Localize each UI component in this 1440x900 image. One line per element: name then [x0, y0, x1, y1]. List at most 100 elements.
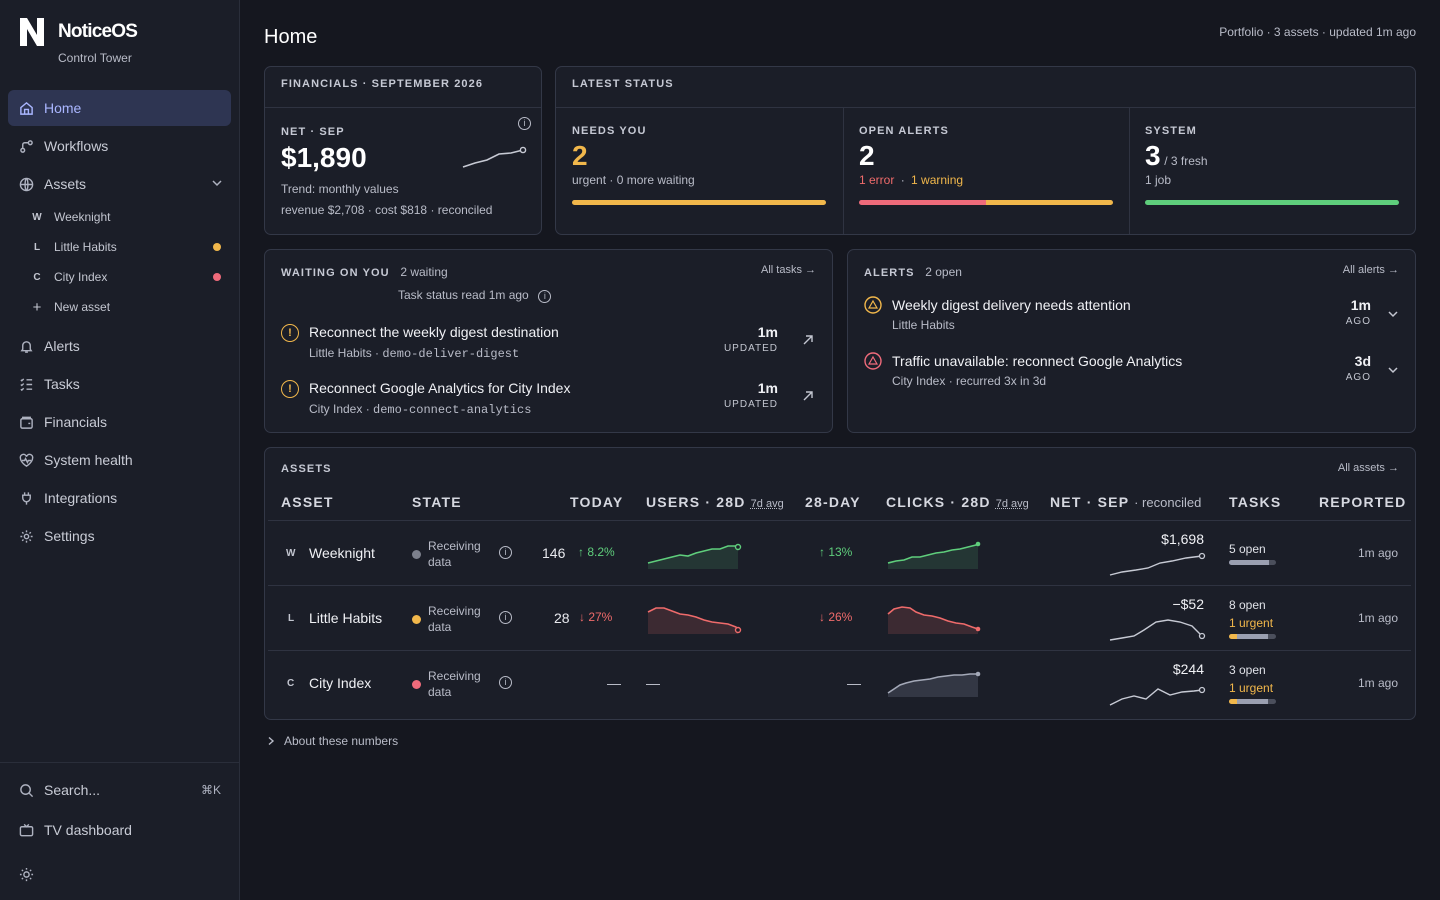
tasks-urgent[interactable]: 1 urgent [1229, 681, 1274, 695]
system-bar [1145, 200, 1399, 205]
latest-status-card: LATEST STATUS NEEDS YOU 2 urgent · 0 mor… [555, 66, 1416, 235]
sidebar-item-tasks[interactable]: Tasks [8, 366, 231, 402]
chevron-down-icon[interactable] [211, 176, 223, 192]
sidebar-item-alerts[interactable]: Alerts [8, 328, 231, 364]
alert-item[interactable]: Weekly digest delivery needs attention L… [864, 296, 1401, 340]
tasks-open[interactable]: 5 open [1229, 542, 1266, 556]
asset-letter: L [288, 613, 295, 624]
sidebar-item-integrations[interactable]: Integrations [8, 480, 231, 516]
col-28-day[interactable]: 28-DAY [805, 494, 861, 510]
tv-dashboard-button[interactable]: TV dashboard [8, 812, 231, 848]
alert-title: Weekly digest delivery needs attention [892, 297, 1131, 313]
search-button[interactable]: Search... ⌘K [8, 772, 231, 808]
tv-dashboard-label: TV dashboard [44, 822, 132, 838]
alerts-count: 2 open [925, 265, 962, 279]
state-dot [412, 550, 421, 559]
today-value: 28 [554, 610, 570, 626]
sidebar-item-financials[interactable]: Financials [8, 404, 231, 440]
financial-breakdown: revenue $2,708 · cost $818 · reconciled [281, 203, 493, 217]
system-tile[interactable]: SYSTEM 3 / 3 fresh 1 job [1145, 125, 1399, 205]
col-users[interactable]: USERS · 28D 7d avg [646, 494, 784, 510]
sidebar-divider [0, 762, 239, 763]
warning-icon: ! [281, 324, 299, 342]
all-tasks-link[interactable]: All tasks → [760, 264, 816, 276]
info-icon[interactable]: i [499, 676, 512, 689]
system-value: 3 [1145, 140, 1161, 171]
info-icon[interactable]: i [538, 290, 552, 303]
sidebar-item-settings[interactable]: Settings [8, 518, 231, 554]
col-net[interactable]: NET · SEP · reconciled [1050, 494, 1201, 510]
error-triangle-icon [864, 352, 882, 370]
task-item[interactable]: ! Reconnect Google Analytics for City In… [281, 378, 818, 422]
external-link-icon[interactable] [802, 334, 814, 346]
home-icon [18, 100, 34, 116]
assets-card: ASSETS All assets → [264, 447, 1416, 720]
info-icon[interactable]: i [499, 611, 512, 624]
col-clicks[interactable]: CLICKS · 28D 7d avg [886, 494, 1029, 510]
tasks-open[interactable]: 8 open [1229, 598, 1266, 612]
users-avg-toggle[interactable]: 7d avg [750, 498, 784, 510]
clicks-sparkline [887, 671, 981, 697]
all-alerts-link[interactable]: All alerts → [1342, 264, 1399, 276]
brand[interactable]: NoticeOS Control Tower [18, 16, 138, 65]
open-alerts-tile[interactable]: OPEN ALERTS 2 1 error · 1 warning [859, 125, 1113, 205]
net-value: $1,890 [281, 142, 367, 173]
asset-name[interactable]: Weeknight [309, 545, 375, 561]
sidebar-item-home[interactable]: Home [8, 90, 231, 126]
sidebar-asset-little-habits[interactable]: L Little Habits [26, 233, 231, 261]
sidebar-item-workflows[interactable]: Workflows [8, 128, 231, 164]
col-today[interactable]: TODAY [570, 494, 624, 510]
task-time-label: UPDATED [723, 399, 778, 410]
clicks-avg-toggle[interactable]: 7d avg [995, 498, 1029, 510]
chevron-down-icon[interactable] [1387, 364, 1399, 376]
about-numbers-toggle[interactable]: About these numbers [266, 734, 398, 748]
col-reported[interactable]: REPORTED [1319, 494, 1407, 510]
asset-name[interactable]: Little Habits [309, 610, 383, 626]
tasks-open[interactable]: 3 open [1229, 663, 1266, 677]
state-dot [412, 680, 421, 689]
net-sparkline [1109, 686, 1206, 706]
clicks-sparkline [887, 541, 981, 569]
info-icon[interactable]: i [499, 546, 512, 559]
error-count: 1 error [859, 173, 895, 187]
alerts-heading: ALERTS [864, 267, 915, 279]
sidebar-item-assets[interactable]: Assets [8, 166, 231, 202]
task-title: Reconnect Google Analytics for City Inde… [309, 380, 571, 396]
financials-card[interactable]: FINANCIALS · SEPTEMBER 2026 NET · SEP $1… [264, 66, 542, 235]
day28-delta: ↓ 26% [819, 610, 853, 624]
alert-time: 3d [1354, 353, 1371, 369]
sun-icon [18, 866, 34, 882]
sidebar-item-system-health[interactable]: System health [8, 442, 231, 478]
info-icon[interactable]: i [518, 117, 531, 130]
warning-triangle-icon [864, 296, 882, 314]
table-row[interactable]: C City Index Receiving data i — — — $244… [268, 650, 1411, 715]
system-detail: 1 job [1145, 173, 1172, 187]
col-state[interactable]: STATE [412, 494, 462, 510]
asset-letter: C [33, 271, 41, 283]
needs-you-tile[interactable]: NEEDS YOU 2 urgent · 0 more waiting [572, 125, 826, 205]
col-tasks[interactable]: TASKS [1229, 494, 1282, 510]
state-label: Receiving data [428, 604, 481, 634]
table-row[interactable]: W Weeknight Receiving data i 146 ↑ 8.2% … [268, 520, 1411, 585]
waiting-card: WAITING ON YOU 2 waiting All tasks → Tas… [264, 249, 833, 433]
col-asset[interactable]: ASSET [281, 494, 334, 510]
chevron-down-icon[interactable] [1387, 308, 1399, 320]
tasks-urgent[interactable]: 1 urgent [1229, 616, 1274, 630]
open-alerts-bar [859, 200, 1113, 205]
tasks-icon [18, 376, 34, 392]
task-item[interactable]: ! Reconnect the weekly digest destinatio… [281, 322, 818, 366]
all-assets-link[interactable]: All assets → [1337, 462, 1399, 474]
assets-heading: ASSETS [281, 463, 332, 475]
external-link-icon[interactable] [802, 390, 814, 402]
trend-note: Trend: monthly values [281, 182, 399, 196]
new-asset-button[interactable]: + New asset [26, 293, 231, 321]
users-value: — [646, 675, 660, 691]
alert-item[interactable]: Traffic unavailable: reconnect Google An… [864, 352, 1401, 396]
sidebar-asset-city-index[interactable]: C City Index [26, 263, 231, 291]
sidebar-asset-weeknight[interactable]: W Weeknight [26, 203, 231, 231]
asset-name[interactable]: City Index [309, 675, 372, 691]
table-row[interactable]: L Little Habits Receiving data i 28 ↓ 27… [268, 585, 1411, 650]
users-sparkline [647, 543, 742, 569]
sidebar-item-label: Tasks [44, 376, 80, 392]
theme-toggle[interactable] [8, 856, 44, 892]
